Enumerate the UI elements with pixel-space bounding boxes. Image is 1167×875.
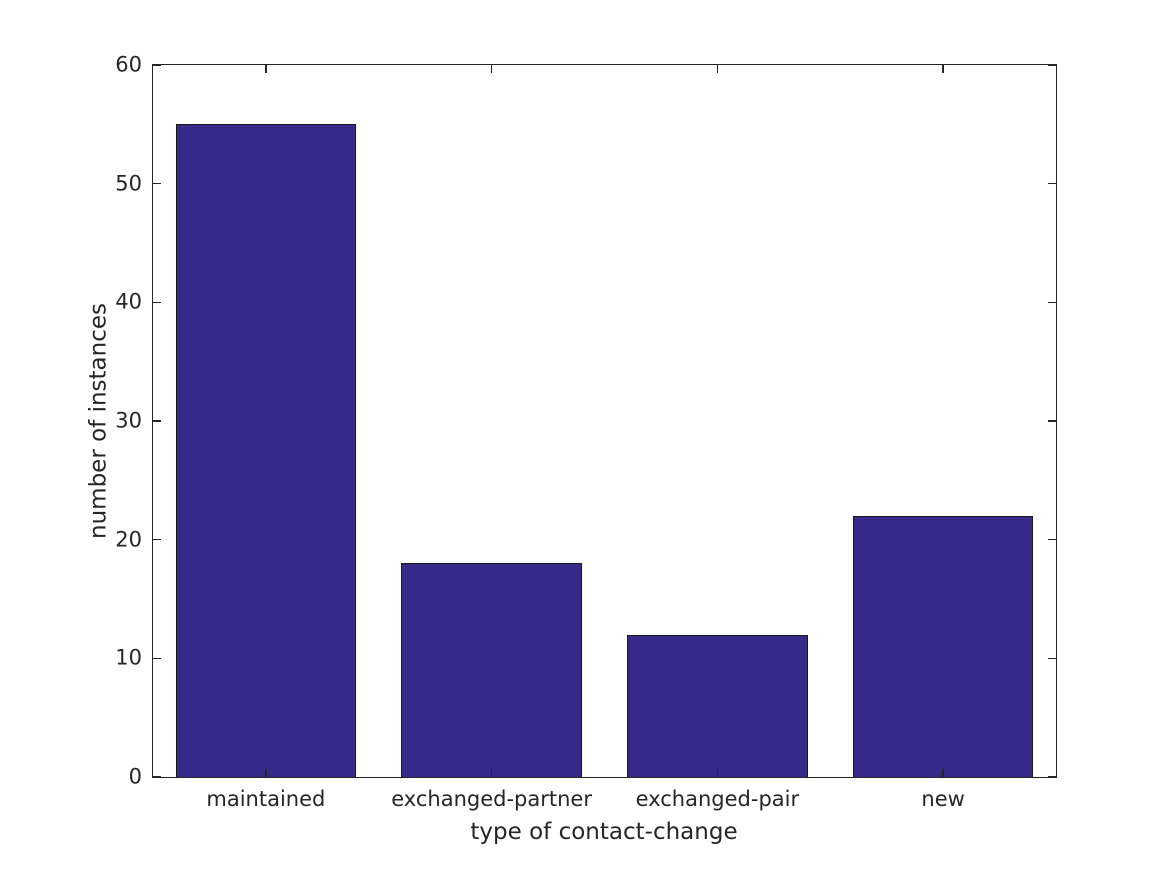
- x-tick-label: exchanged-pair: [635, 787, 800, 811]
- y-tick-label: 50: [115, 171, 142, 196]
- y-tick-label: 60: [115, 52, 142, 77]
- y-tick-left: [153, 182, 161, 185]
- y-tick-label: 20: [115, 527, 142, 552]
- y-tick-right: [1048, 657, 1056, 660]
- y-tick-right: [1048, 420, 1056, 422]
- y-tick-right: [1048, 182, 1056, 185]
- x-tick-bottom: [942, 769, 944, 777]
- bar: [175, 124, 357, 777]
- x-tick-bottom: [716, 769, 719, 777]
- x-tick-bottom: [490, 769, 493, 777]
- y-tick-right: [1048, 538, 1056, 541]
- y-tick-right: [1048, 301, 1056, 304]
- x-tick-bottom: [265, 769, 267, 777]
- bar: [852, 515, 1034, 777]
- y-tick-left: [153, 301, 161, 304]
- y-tick-left: [153, 776, 161, 778]
- plot-area: [152, 64, 1057, 778]
- bar: [401, 563, 582, 777]
- y-tick-label: 10: [115, 645, 142, 670]
- y-tick-label: 40: [115, 289, 142, 314]
- y-tick-label: 30: [115, 408, 142, 433]
- y-tick-label: 0: [128, 764, 142, 789]
- y-tick-right: [1048, 64, 1056, 66]
- y-tick-left: [153, 538, 161, 541]
- y-tick-left: [153, 64, 161, 66]
- x-tick-top: [716, 65, 719, 73]
- x-tick-label: exchanged-partner: [391, 787, 592, 811]
- x-tick-label: new: [921, 787, 965, 811]
- x-axis-label: type of contact-change: [470, 819, 738, 845]
- bar: [627, 634, 808, 777]
- x-tick-label: maintained: [206, 787, 326, 811]
- y-tick-left: [153, 657, 161, 660]
- x-tick-top: [490, 65, 493, 73]
- x-tick-top: [942, 65, 944, 73]
- x-tick-top: [265, 65, 267, 73]
- y-tick-left: [153, 420, 161, 422]
- y-tick-right: [1048, 776, 1056, 778]
